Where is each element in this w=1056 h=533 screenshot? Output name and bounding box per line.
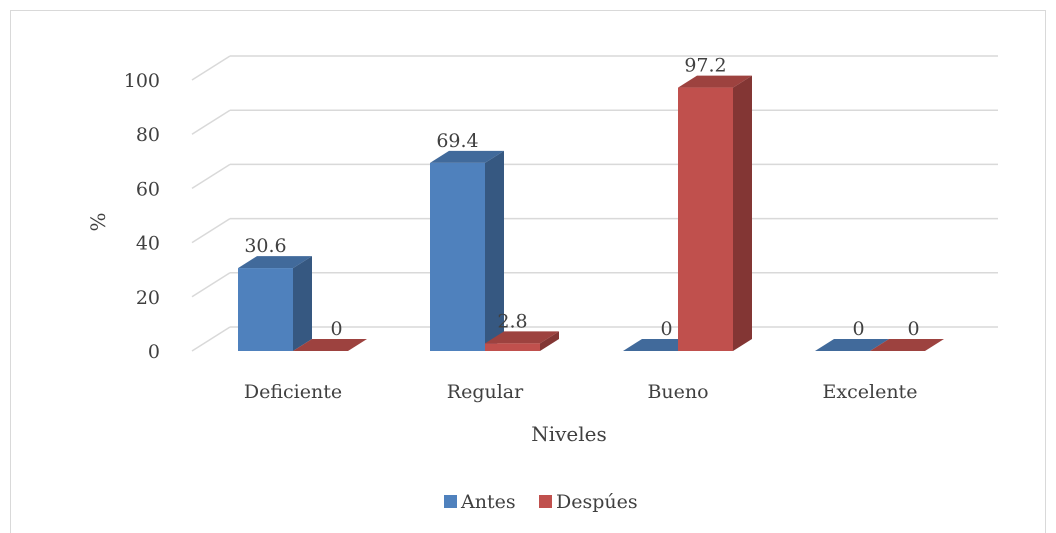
data-label: 69.4: [436, 130, 478, 152]
bar-top: [430, 150, 504, 163]
legend-swatch-antes: [444, 495, 457, 508]
gridlines: [191, 55, 998, 352]
gridline-diagonal: [191, 326, 231, 352]
bar-top: [485, 331, 559, 344]
bar-front: [238, 268, 293, 351]
y-tick-label: 0: [148, 341, 160, 363]
chart-frame: [10, 10, 1046, 533]
bar-despúes-regular: [485, 331, 559, 351]
bar-side: [540, 331, 559, 351]
data-label: 0: [660, 318, 672, 340]
data-label: 30.6: [244, 235, 286, 257]
legend: Antes Despúes: [444, 491, 638, 513]
y-tick-label: 20: [136, 287, 160, 309]
bar-despúes-bueno: [678, 75, 752, 351]
gridline-diagonal: [191, 272, 231, 298]
y-axis-ticks: 0 20 40 60 80 100: [124, 70, 160, 363]
bar-antes-regular: [430, 150, 504, 351]
bar-top: [870, 339, 944, 351]
bar-top: [815, 339, 889, 351]
bar-antes-deficiente: [238, 256, 312, 351]
data-label: 97.2: [684, 55, 726, 77]
data-label: 0: [907, 318, 919, 340]
bar-side: [293, 256, 312, 351]
legend-label: Despúes: [556, 491, 638, 513]
legend-label: Antes: [460, 491, 516, 513]
x-category-label: Bueno: [647, 381, 708, 403]
gridline-diagonal: [191, 217, 231, 244]
legend-swatch-despúes: [539, 495, 552, 508]
y-tick-label: 60: [136, 178, 160, 200]
gridline-diagonal: [191, 55, 231, 81]
bar-despúes-deficiente: [293, 339, 367, 351]
bar-front: [678, 87, 733, 351]
data-label: 0: [852, 318, 864, 340]
y-axis-title: %: [86, 212, 110, 231]
bar-front: [430, 162, 485, 351]
x-category-label: Regular: [447, 381, 524, 403]
gridline-diagonal: [191, 109, 231, 135]
bar-front: [485, 343, 540, 351]
bar-side: [485, 150, 504, 351]
bar-antes-excelente: [815, 339, 889, 351]
bar-side: [733, 75, 752, 351]
x-axis-categories: Deficiente Regular Bueno Excelente: [244, 381, 918, 403]
y-tick-label: 80: [136, 124, 160, 146]
data-label: 0: [330, 318, 342, 340]
bar-top: [678, 75, 752, 88]
y-tick-label: 100: [124, 70, 160, 92]
x-category-label: Deficiente: [244, 381, 342, 403]
bars: [238, 75, 944, 351]
data-labels: 30.6 0 69.4 2.8 0 97.2 0 0: [244, 55, 919, 340]
bar-top: [238, 256, 312, 269]
gridline-diagonal: [191, 163, 231, 190]
bar-top: [293, 339, 367, 351]
y-tick-label: 40: [136, 233, 160, 255]
data-label: 2.8: [497, 310, 527, 332]
x-axis-title: Niveles: [531, 422, 607, 446]
bar-despúes-excelente: [870, 339, 944, 351]
x-category-label: Excelente: [823, 381, 918, 403]
